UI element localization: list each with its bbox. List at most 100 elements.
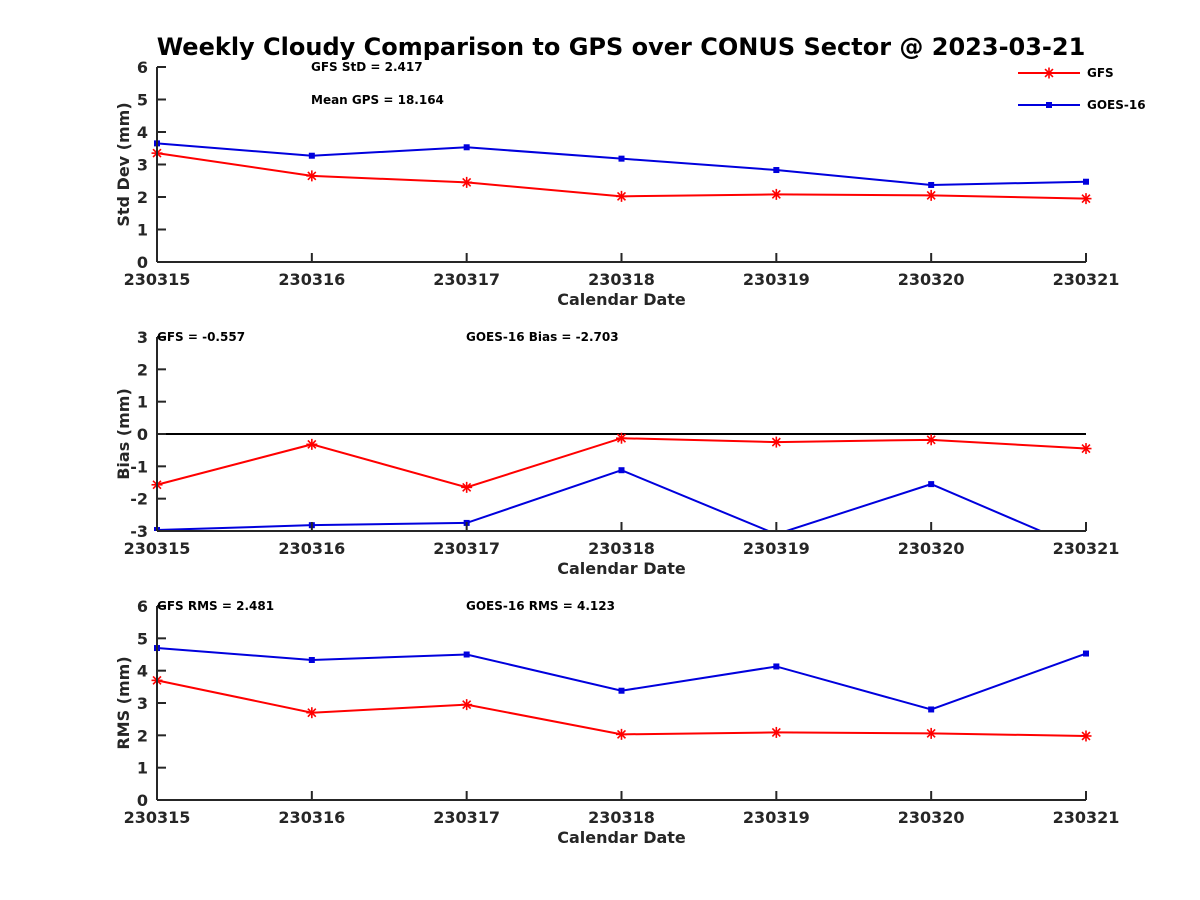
x-tick-label: 230318 <box>588 539 655 558</box>
series-gfs <box>151 147 1092 205</box>
legend-entry-goes-16: GOES-16 <box>1018 98 1146 112</box>
x-tick-label: 230316 <box>278 808 345 827</box>
data-point <box>306 170 318 182</box>
y-tick-label: 0 <box>137 425 148 444</box>
y-tick-label: 3 <box>137 694 148 713</box>
data-point <box>773 663 780 670</box>
y-tick-label: 2 <box>137 726 148 745</box>
legend-entry-gfs: GFS <box>1018 66 1114 80</box>
data-point <box>463 144 470 151</box>
data-point <box>1083 650 1089 657</box>
x-tick-label: 230319 <box>743 270 810 289</box>
data-point <box>773 531 779 537</box>
figure-title: Weekly Cloudy Comparison to GPS over CON… <box>157 33 1086 61</box>
data-point <box>308 656 315 663</box>
data-point <box>306 707 318 719</box>
x-tick-label: 230315 <box>124 539 191 558</box>
data-point <box>306 438 318 450</box>
x-tick-label: 230320 <box>898 539 965 558</box>
x-axis-label: Calendar Date <box>557 290 686 309</box>
series-line <box>156 142 1087 186</box>
legend-label: GOES-16 <box>1087 98 1146 112</box>
legend: GFS GOES-16 <box>1018 66 1146 112</box>
y-tick-label: 1 <box>137 393 148 412</box>
data-point <box>928 481 935 488</box>
y-tick-label: 4 <box>137 662 148 681</box>
series-gfs <box>151 432 1092 493</box>
x-tick-label: 230319 <box>743 539 810 558</box>
series-line <box>156 437 1087 489</box>
y-tick-label: 2 <box>137 188 148 207</box>
data-point <box>618 687 625 694</box>
data-point <box>463 651 470 658</box>
y-tick-label: 5 <box>137 629 148 648</box>
data-point <box>1083 178 1089 185</box>
y-tick-label: 1 <box>137 221 148 240</box>
x-tick-label: 230321 <box>1053 808 1120 827</box>
data-point <box>770 436 782 448</box>
data-point <box>618 467 625 474</box>
x-tick-label: 230318 <box>588 270 655 289</box>
x-tick-label: 230316 <box>278 539 345 558</box>
legend-marker <box>1043 67 1055 79</box>
series-goes-16 <box>154 645 1089 713</box>
stats-annotation: GOES-16 Bias = -2.703 <box>466 330 619 344</box>
data-point <box>618 155 625 162</box>
data-point <box>925 727 937 739</box>
y-tick-label: 2 <box>137 360 148 379</box>
y-tick-label: 1 <box>137 759 148 778</box>
x-tick-label: 230317 <box>433 270 500 289</box>
stats-annotation: GOES-16 RMS = 4.123 <box>466 599 615 613</box>
y-tick-label: 3 <box>137 328 148 347</box>
data-point <box>616 728 627 740</box>
x-tick-label: 230315 <box>124 808 191 827</box>
data-point <box>616 432 627 444</box>
stats-annotation: GFS RMS = 2.481 <box>157 599 274 613</box>
data-point <box>1080 730 1092 742</box>
data-point <box>925 189 937 201</box>
data-point <box>928 706 935 713</box>
data-point <box>461 176 473 188</box>
data-point <box>461 481 473 493</box>
y-tick-label: 0 <box>137 791 148 810</box>
x-tick-label: 230321 <box>1053 270 1120 289</box>
x-tick-label: 230316 <box>278 270 345 289</box>
data-point <box>928 181 935 188</box>
chart-panel-1: 0 1 2 3 4 5 6 230315 230316 230317 230318 230319 230… <box>114 58 1119 309</box>
data-point <box>925 434 937 446</box>
data-point <box>616 190 627 202</box>
x-tick-label: 230319 <box>743 808 810 827</box>
y-axis-label: Std Dev (mm) <box>114 102 133 226</box>
stats-annotation: Mean GPS = 18.164 <box>311 93 444 107</box>
y-tick-label: 6 <box>137 58 148 77</box>
y-tick-label: 4 <box>137 123 148 142</box>
x-tick-label: 230321 <box>1053 539 1120 558</box>
data-point <box>770 188 782 200</box>
x-tick-label: 230315 <box>124 270 191 289</box>
y-axis-label: Bias (mm) <box>114 388 133 480</box>
data-point <box>461 699 473 711</box>
series-goes-16 <box>154 140 1089 188</box>
legend-label: GFS <box>1087 66 1114 80</box>
x-tick-label: 230320 <box>898 808 965 827</box>
series-gfs <box>151 674 1092 742</box>
y-tick-label: -1 <box>130 457 148 476</box>
data-point <box>770 726 782 738</box>
y-tick-label: 0 <box>137 253 148 272</box>
x-axis-label: Calendar Date <box>557 828 686 847</box>
chart-panel-2: -3 -2 -1 0 1 2 3 230315 230316 230317 230318 230319… <box>114 328 1119 578</box>
series-line <box>156 647 1087 711</box>
stats-annotation: GFS StD = 2.417 <box>311 60 423 74</box>
y-tick-label: 5 <box>137 91 148 110</box>
x-tick-label: 230317 <box>433 539 500 558</box>
legend-marker <box>1046 102 1052 108</box>
y-tick-label: -3 <box>130 522 148 541</box>
x-axis-label: Calendar Date <box>557 559 686 578</box>
data-point <box>308 152 315 159</box>
data-point <box>1080 443 1092 455</box>
y-axis-label: RMS (mm) <box>114 656 133 749</box>
data-point <box>1080 193 1092 205</box>
y-tick-label: 3 <box>137 156 148 175</box>
stats-annotation: GFS = -0.557 <box>157 330 245 344</box>
